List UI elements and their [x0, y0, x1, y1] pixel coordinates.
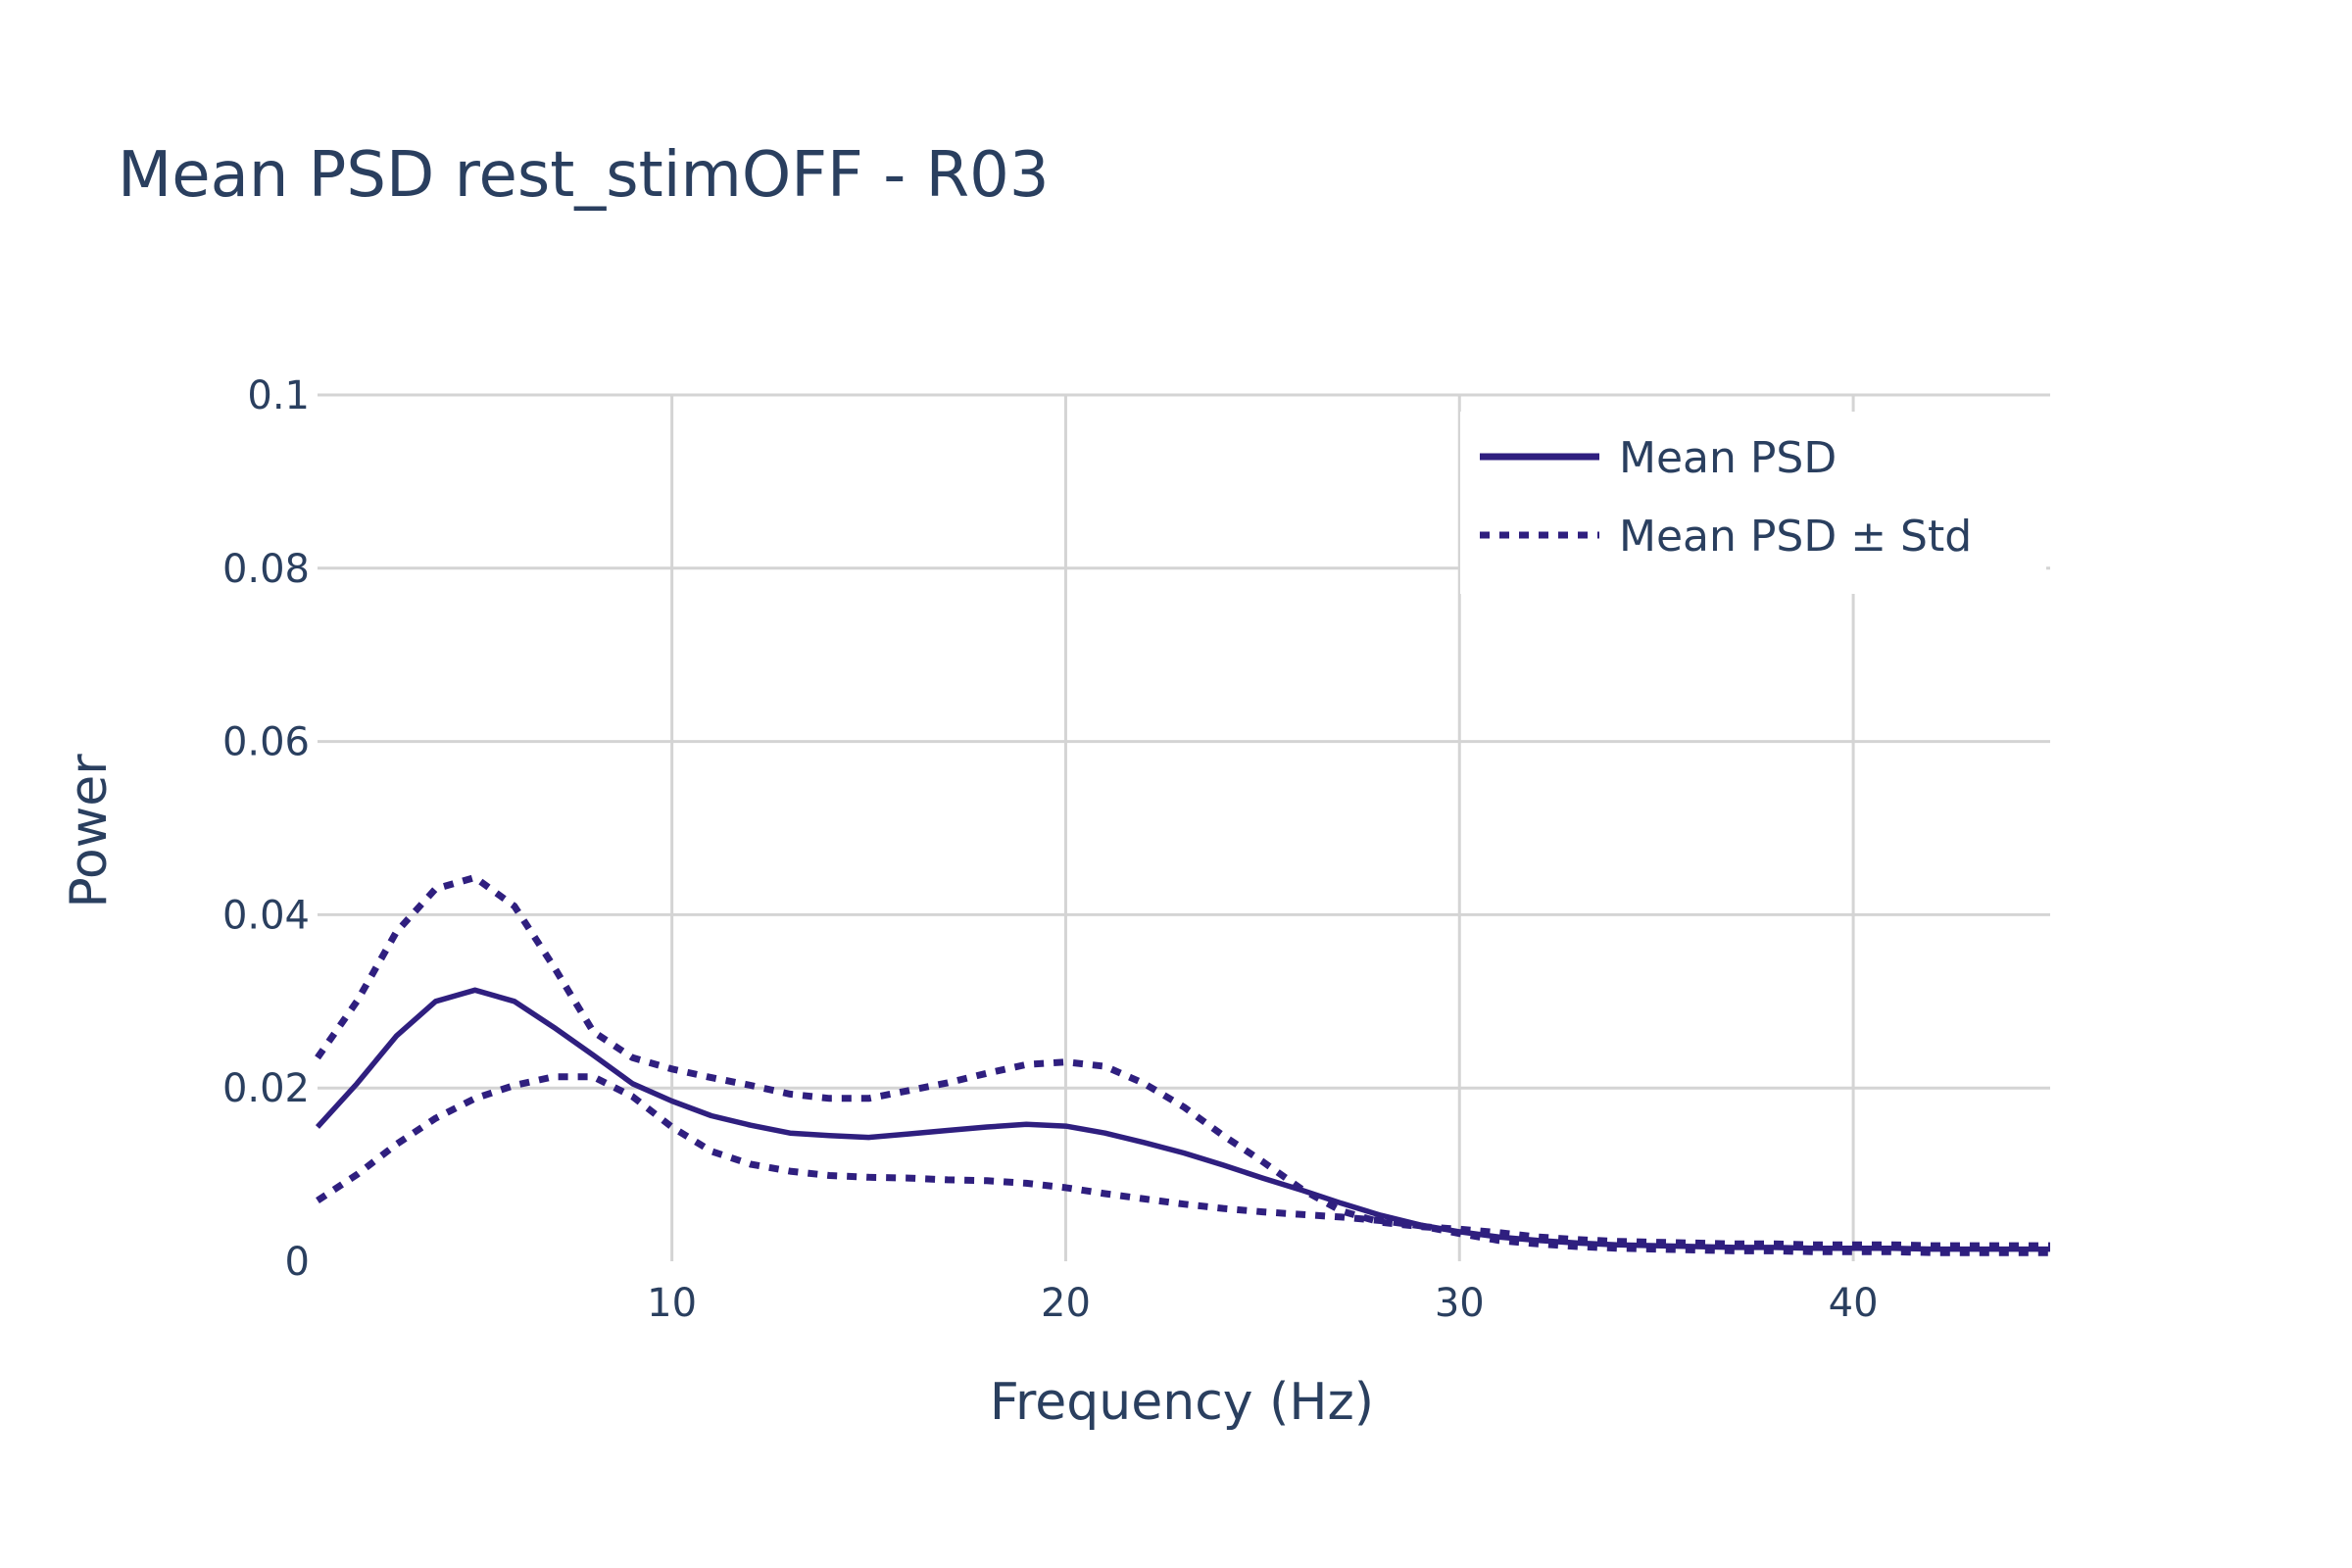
y-tick-label: 0.06 — [222, 720, 310, 765]
grid — [318, 393, 2050, 1261]
legend-label-mean: Mean PSD — [1619, 433, 1837, 483]
y-axis-title: Power — [60, 754, 119, 908]
x-tick-label: 10 — [647, 1281, 697, 1326]
legend-background — [1460, 412, 2046, 594]
y-axis-ticks: 0 0.02 0.04 0.06 0.08 0.1 — [222, 373, 310, 1285]
x-tick-label: 30 — [1435, 1281, 1485, 1326]
x-axis-ticks: 10 20 30 40 — [647, 1281, 1878, 1326]
x-axis-title: Frequency (Hz) — [990, 1373, 1374, 1432]
x-tick-label: 20 — [1041, 1281, 1091, 1326]
legend: Mean PSD Mean PSD ± Std — [1480, 433, 1972, 562]
series-line-mean-psd — [315, 987, 2050, 1252]
x-tick-label: 40 — [1829, 1281, 1879, 1326]
y-tick-label: 0.04 — [222, 893, 310, 938]
series-line-lower-std — [316, 1073, 2050, 1256]
y-tick-label: 0 — [285, 1240, 310, 1285]
legend-label-std: Mean PSD ± Std — [1619, 512, 1972, 562]
series-line-upper-std — [315, 873, 2050, 1250]
y-tick-label: 0.1 — [247, 373, 310, 418]
y-tick-label: 0.02 — [222, 1066, 310, 1111]
y-tick-label: 0.08 — [222, 547, 310, 592]
plot-area — [315, 873, 2050, 1256]
chart-title: Mean PSD rest_stimOFF - R03 — [118, 139, 1050, 212]
